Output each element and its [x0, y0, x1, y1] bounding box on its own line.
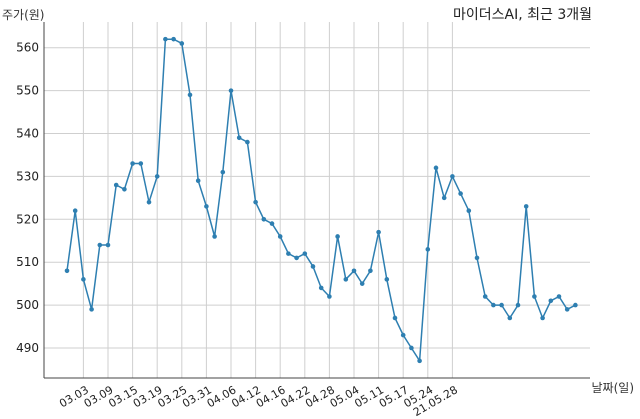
data-point: [507, 315, 513, 321]
data-point: [409, 345, 414, 351]
x-axis-label: 날짜(일): [591, 381, 634, 395]
data-point: [171, 36, 176, 42]
data-point: [302, 251, 308, 256]
data-point: [187, 92, 193, 98]
y-axis-label: 주가(원): [2, 8, 45, 22]
data-point: [146, 199, 152, 205]
y-tick-label: 490: [16, 341, 39, 355]
data-point: [294, 255, 299, 261]
data-point: [359, 281, 365, 286]
data-point: [425, 247, 431, 252]
data-point: [72, 208, 78, 214]
data-point: [228, 88, 234, 93]
data-point: [261, 217, 267, 222]
data-point: [113, 182, 119, 188]
data-point: [97, 242, 103, 248]
data-point: [458, 191, 463, 196]
data-point: [163, 36, 168, 42]
series-line: [66, 38, 576, 364]
data-point: [450, 174, 455, 179]
data-point: [384, 277, 390, 282]
y-tick-label: 500: [16, 298, 39, 312]
data-point: [400, 332, 406, 338]
y-tick-label: 560: [16, 41, 39, 55]
data-point: [392, 315, 398, 321]
data-point: [122, 186, 127, 192]
data-point: [154, 174, 160, 179]
data-point: [138, 161, 144, 166]
data-point: [564, 307, 570, 312]
data-point: [179, 41, 185, 46]
data-point: [376, 229, 381, 235]
data-point: [351, 268, 357, 274]
y-tick-label: 510: [16, 255, 39, 269]
data-point: [195, 178, 201, 183]
data-point: [573, 302, 578, 308]
data-point: [236, 135, 242, 141]
data-point: [130, 161, 135, 166]
data-point: [491, 302, 496, 308]
data-point: [204, 204, 209, 209]
data-point: [474, 255, 480, 261]
data-point: [556, 294, 562, 299]
data-point: [482, 294, 488, 299]
data-point: [327, 294, 332, 299]
data-point: [269, 221, 275, 226]
data-point: [277, 234, 283, 239]
data-point: [318, 285, 324, 291]
data-point: [335, 234, 340, 239]
data-point: [64, 268, 70, 274]
data-point: [515, 302, 521, 308]
data-point: [89, 307, 94, 312]
data-point: [105, 242, 111, 248]
data-point: [220, 169, 226, 175]
data-point: [523, 204, 529, 209]
y-tick-label: 550: [16, 84, 39, 98]
data-point: [441, 195, 447, 201]
data-point: [212, 234, 217, 239]
data-point: [81, 277, 86, 282]
data-point: [286, 251, 291, 256]
data-point: [548, 298, 554, 304]
data-point: [466, 208, 472, 214]
data-point: [253, 199, 258, 205]
y-tick-label: 530: [16, 169, 39, 183]
y-tick-label: 520: [16, 212, 39, 226]
data-point: [368, 268, 373, 274]
data-point: [310, 264, 316, 269]
data-point: [417, 358, 422, 364]
data-point: [532, 294, 537, 299]
data-point: [433, 165, 439, 171]
data-point: [245, 139, 250, 145]
data-point: [343, 277, 349, 282]
y-tick-label: 540: [16, 127, 39, 141]
chart-title: 마이더스AI, 최근 3개월: [452, 7, 592, 23]
data-point: [540, 315, 545, 321]
data-point: [499, 302, 504, 308]
